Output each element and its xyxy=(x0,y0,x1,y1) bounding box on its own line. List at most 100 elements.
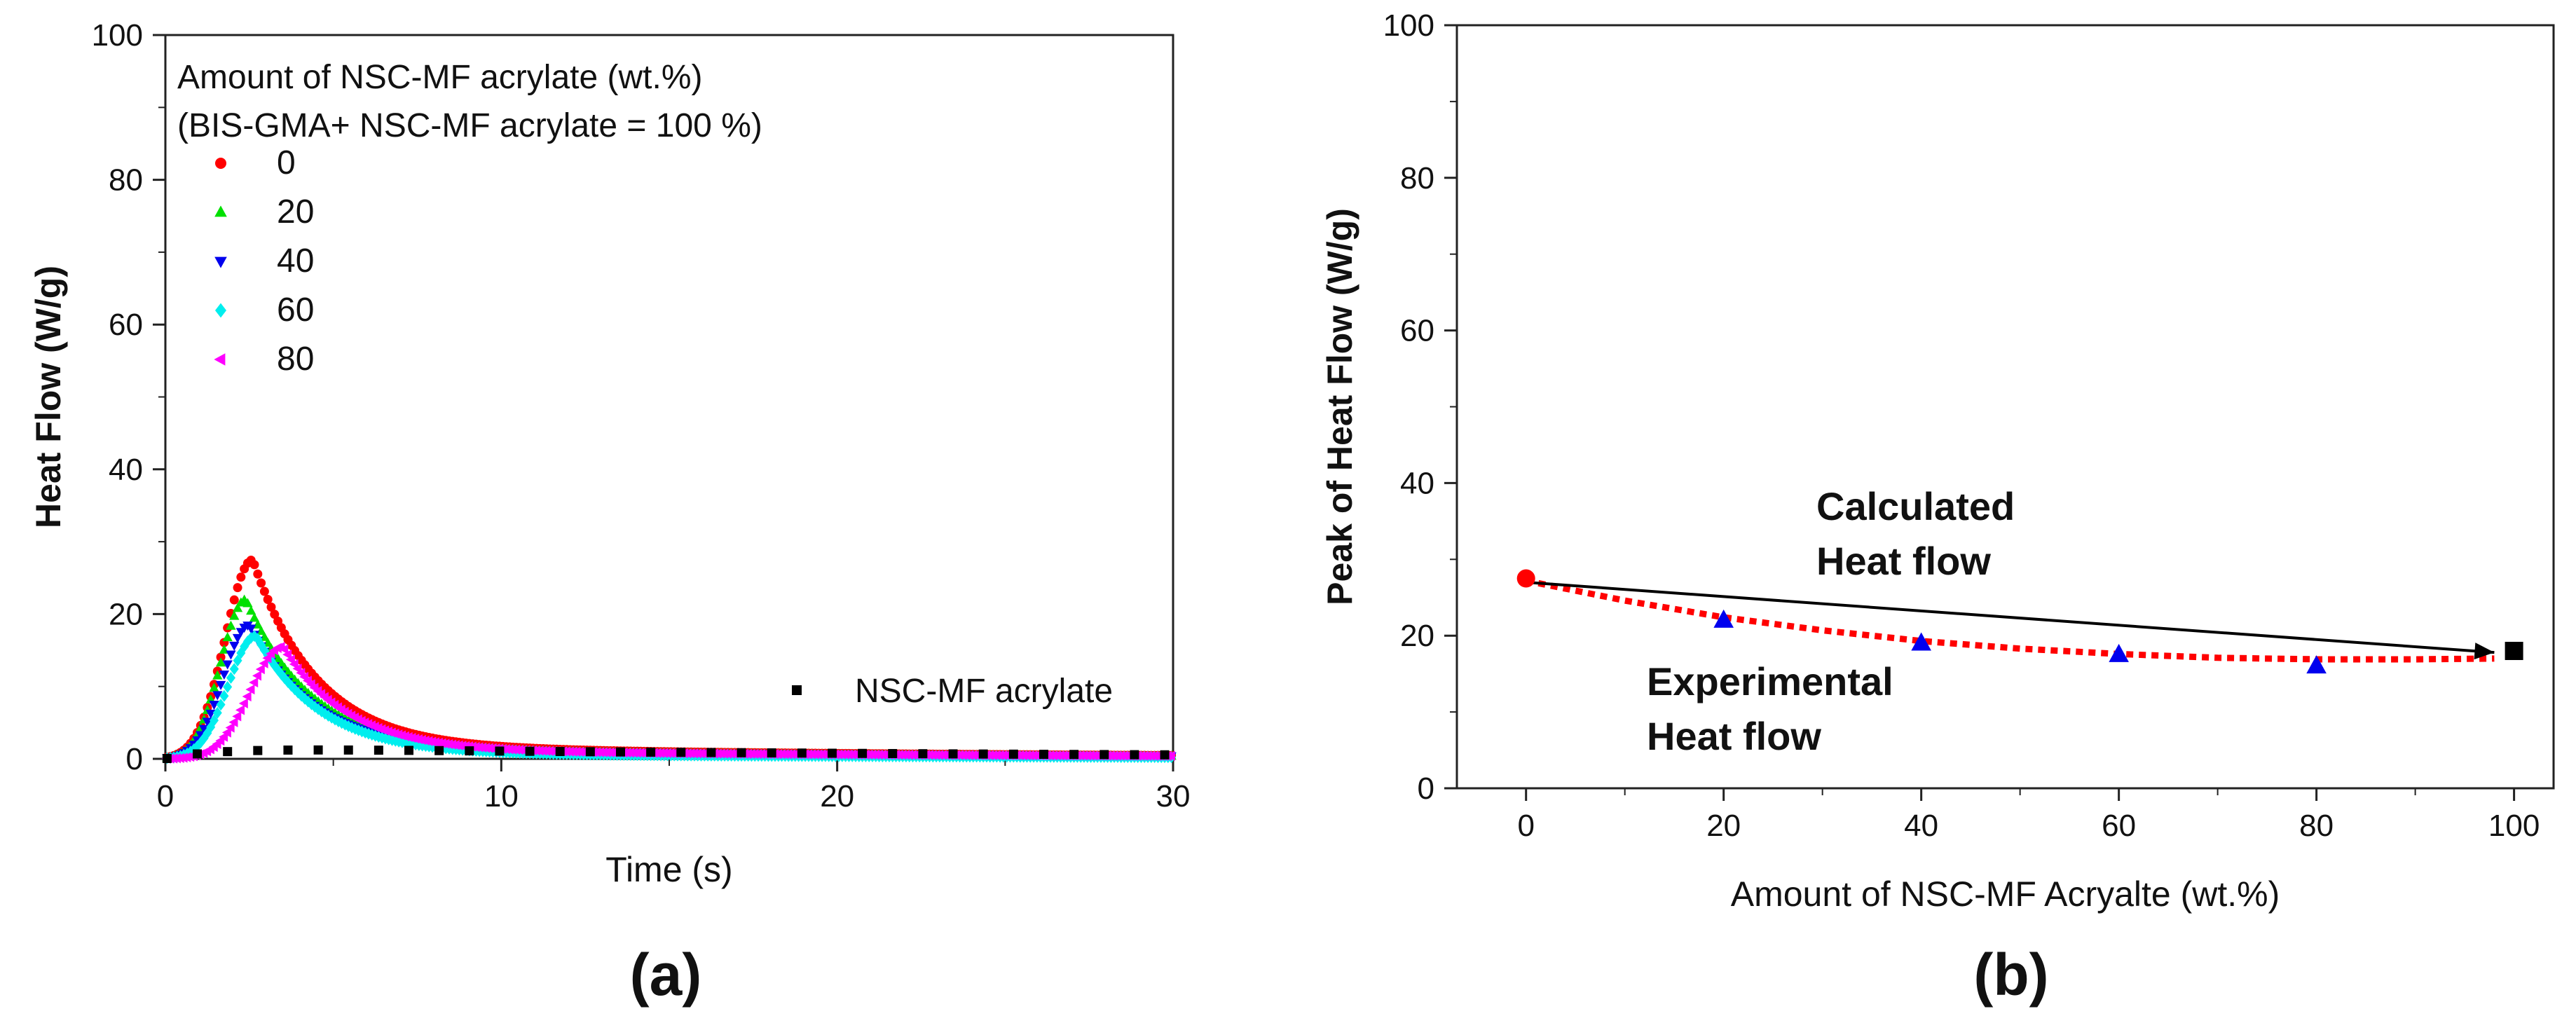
data-point xyxy=(287,680,296,692)
panel-a-ticks: 0 10 20 30 0 20 40 60 80 100 xyxy=(92,18,1191,813)
legend-marker xyxy=(214,205,227,217)
experimental-fit-line xyxy=(1525,577,2495,663)
legend-label-nsc: NSC-MF acrylate xyxy=(855,673,1113,710)
calculated-annotation-line-2: Heat flow xyxy=(1816,539,1991,583)
data-point xyxy=(226,650,236,660)
data-point xyxy=(253,569,263,579)
legend-marker-nsc xyxy=(792,685,802,695)
x-tick-label: 80 xyxy=(2299,809,2334,843)
data-point xyxy=(219,671,230,680)
data-point xyxy=(249,630,259,643)
data-point xyxy=(343,745,353,755)
calculated-line-arrowhead xyxy=(2474,643,2495,660)
panel-b-chart: 0 20 40 60 80 100 0 20 40 60 80 100 Calculated Heat… xyxy=(1320,8,2555,1008)
data-point xyxy=(249,560,259,570)
data-point xyxy=(223,747,233,757)
data-point xyxy=(259,586,269,596)
data-point xyxy=(313,745,323,755)
data-point xyxy=(585,747,595,757)
data-point xyxy=(374,746,383,755)
panel-b-label: (b) xyxy=(1973,942,2048,1008)
data-point xyxy=(1516,569,1535,588)
y-tick-label: 60 xyxy=(109,308,143,342)
data-point xyxy=(226,671,235,684)
data-point xyxy=(1069,750,1079,760)
data-point xyxy=(249,612,260,622)
y-tick-label: 80 xyxy=(1400,161,1434,195)
legend-label: 20 xyxy=(277,193,314,231)
panel-b-ticks: 0 20 40 60 80 100 0 20 40 60 80 100 xyxy=(1383,8,2540,843)
data-point xyxy=(219,689,229,702)
data-point xyxy=(216,699,226,711)
data-point xyxy=(2306,655,2327,674)
data-point xyxy=(240,640,249,653)
data-point xyxy=(918,749,928,759)
data-point xyxy=(495,746,505,756)
data-point xyxy=(162,753,172,763)
data-point xyxy=(238,698,248,708)
x-tick-label: 20 xyxy=(1706,809,1741,843)
y-tick-label: 100 xyxy=(1383,8,1434,43)
panel-b-lines xyxy=(1525,577,2495,663)
data-point xyxy=(242,598,253,607)
data-point xyxy=(233,583,242,593)
data-point xyxy=(434,746,444,755)
y-tick-label: 40 xyxy=(109,453,143,487)
x-tick-label: 60 xyxy=(2102,809,2136,843)
data-point xyxy=(706,748,716,757)
data-point xyxy=(252,619,263,629)
data-point xyxy=(310,701,320,713)
data-point xyxy=(253,746,263,755)
data-point xyxy=(209,701,219,710)
panel-a-legend: Amount of NSC-MF acrylate (wt.%) (BIS-GM… xyxy=(177,59,1113,710)
data-point xyxy=(226,620,236,630)
data-point xyxy=(525,746,535,756)
data-point xyxy=(270,610,280,619)
data-point xyxy=(858,748,868,758)
data-point xyxy=(404,746,414,755)
x-tick-label: 40 xyxy=(1904,809,1938,843)
panel-a-legend-title-line-2: (BIS-GMA+ NSC-MF acrylate = 100 %) xyxy=(177,107,762,144)
data-point xyxy=(249,677,259,688)
y-tick-label: 60 xyxy=(1400,314,1434,348)
data-point xyxy=(737,748,746,757)
panel-b-points xyxy=(1516,569,2523,674)
data-point xyxy=(229,595,239,605)
x-tick-label: 0 xyxy=(1517,809,1534,843)
data-point xyxy=(233,654,242,667)
data-point xyxy=(767,748,776,758)
data-point xyxy=(276,668,286,680)
x-tick-label: 10 xyxy=(484,779,519,813)
data-point xyxy=(555,747,565,757)
data-point xyxy=(323,710,333,722)
data-point xyxy=(256,626,266,636)
data-point xyxy=(317,706,327,718)
data-point xyxy=(229,663,239,675)
data-point xyxy=(289,659,299,670)
data-point xyxy=(209,682,219,692)
data-point xyxy=(948,749,958,759)
data-point xyxy=(212,691,223,701)
y-tick-label: 20 xyxy=(1400,619,1434,653)
panel-a-x-axis-label: Time (s) xyxy=(605,850,732,889)
data-point xyxy=(255,664,265,675)
panel-a-legend-title-line-1: Amount of NSC-MF acrylate (wt.%) xyxy=(177,59,702,96)
data-point xyxy=(232,633,243,643)
data-point xyxy=(827,748,837,758)
data-point xyxy=(273,664,283,676)
series-nsc-mf-acrylate xyxy=(162,745,1170,763)
panel-b-x-axis-label: Amount of NSC-MF Acryalte (wt.%) xyxy=(1731,874,2280,914)
x-tick-label: 30 xyxy=(1156,779,1191,813)
data-point xyxy=(646,747,656,757)
data-point xyxy=(283,745,293,755)
data-point xyxy=(245,684,255,695)
data-point xyxy=(978,749,988,759)
data-point xyxy=(222,632,233,642)
data-point xyxy=(246,605,256,615)
panel-a-series-group xyxy=(161,555,1177,764)
legend-marker xyxy=(215,158,226,169)
data-point xyxy=(193,740,203,753)
data-point xyxy=(1165,750,1175,762)
x-tick-label: 100 xyxy=(2488,809,2540,843)
